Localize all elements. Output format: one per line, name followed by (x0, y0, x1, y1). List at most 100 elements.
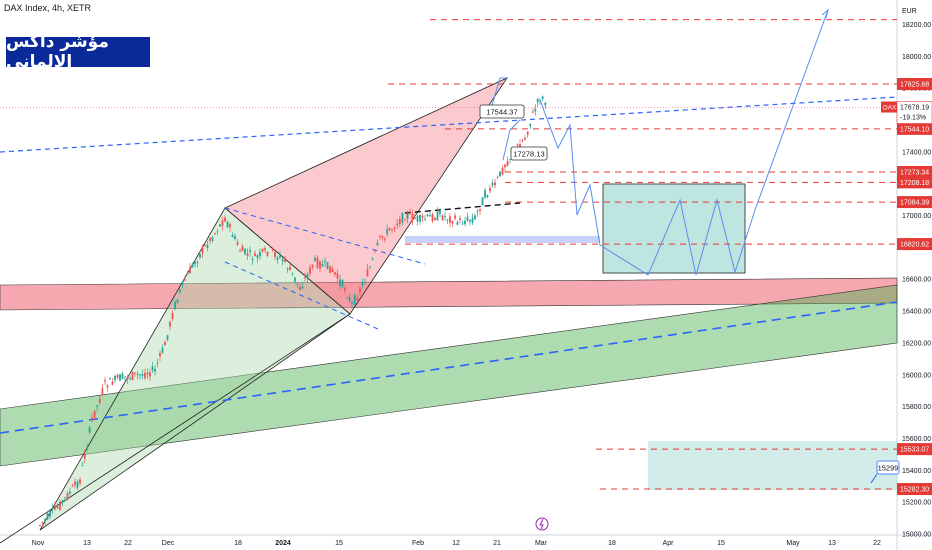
candle-body (264, 248, 266, 251)
candle-body (524, 137, 526, 140)
y-tick-label: 18200.00 (902, 22, 931, 29)
projection-small-leg (502, 119, 521, 161)
candle-body (429, 215, 431, 217)
candle-body (526, 131, 529, 135)
candle-body (71, 485, 74, 487)
candle-body (386, 229, 389, 235)
annotation-box (510, 146, 548, 161)
candle-body (471, 217, 474, 223)
price-axis: EUR 15000.00 15200.00 15400.00 15600.00 15800… (881, 8, 932, 539)
candle-body (366, 268, 369, 277)
candle-body (529, 123, 532, 126)
candle-body (329, 265, 331, 273)
chart-title: مؤشر داكس الالماني (6, 32, 109, 72)
candle-body (119, 374, 121, 381)
candle-body (149, 372, 151, 377)
candle-body (61, 500, 64, 503)
x-tick-label: 22 (124, 540, 132, 547)
candle-body (319, 261, 321, 269)
harmonic-triangle-green (39, 207, 351, 531)
candle-body (404, 219, 406, 221)
candle-body (161, 347, 164, 353)
candle-body (254, 253, 256, 257)
candle-body (409, 212, 411, 214)
level-tag (897, 196, 932, 209)
candle-body (279, 255, 281, 258)
flag-lower-line (224, 261, 379, 330)
candle-body (414, 218, 416, 219)
level-tag-label: 15533.07 (900, 447, 929, 454)
candle-body (351, 302, 353, 304)
level-tag (897, 483, 932, 496)
y-tick-label: 15800.00 (902, 404, 931, 411)
candle-body (106, 385, 109, 388)
candle-body (134, 372, 136, 374)
candle-body (374, 250, 376, 252)
level-tag (897, 78, 932, 91)
x-tick-label: 2024 (275, 540, 291, 547)
candle-body (156, 363, 159, 364)
candle-body (191, 264, 194, 267)
candle-body (311, 264, 314, 268)
candle-body (296, 283, 299, 285)
candle-body (249, 250, 251, 252)
candle-body (214, 233, 216, 234)
level-tag (897, 122, 932, 135)
candle-body (261, 249, 264, 252)
x-tick-label: Mar (535, 540, 548, 547)
level-tag-label: 17544.10 (900, 126, 929, 133)
level-tag-label: 17273.34 (900, 169, 929, 176)
candle-body (184, 279, 186, 281)
chart-title-box: مؤشر داكس الالماني (6, 32, 150, 72)
candle-body (411, 213, 414, 221)
y-tick-label: 15200.00 (902, 500, 931, 507)
candle-body (398, 219, 401, 224)
candle-body (383, 238, 386, 240)
candle-body (456, 221, 459, 225)
candle-body (479, 208, 481, 211)
candle-body (154, 368, 156, 372)
candles (39, 95, 547, 527)
candle-body (356, 298, 359, 300)
candle-body (361, 282, 364, 286)
candle-body (489, 187, 491, 192)
candle-body (201, 247, 204, 254)
candle-body (316, 258, 319, 268)
candle-body (164, 342, 166, 346)
level-tag (897, 165, 932, 178)
candle-body (344, 288, 346, 291)
candle-body (324, 261, 326, 263)
y-tick-label: 16200.00 (902, 340, 931, 347)
y-tick-label: 15000.00 (902, 532, 931, 539)
symbol-header: DAX Index, 4h, XETR (4, 3, 92, 13)
candle-body (141, 374, 144, 376)
candle-body (286, 268, 289, 270)
annotation-box (479, 104, 525, 119)
candle-body (336, 273, 339, 279)
candle-body (426, 214, 429, 217)
candle-body (309, 267, 311, 274)
target-zone-box (648, 441, 897, 490)
candle-body (244, 248, 246, 254)
candle-body (271, 248, 274, 251)
x-tick-label: Apr (663, 540, 675, 547)
candle-body (176, 299, 179, 303)
candle-body (396, 223, 399, 226)
candle-body (376, 243, 379, 246)
candle-body (196, 262, 199, 263)
candle-body (199, 253, 201, 258)
current-price-label: 17678.19 (900, 105, 929, 112)
y-tick-label: 16400.00 (902, 309, 931, 316)
candle-body (166, 335, 169, 340)
candle-body (151, 366, 154, 371)
candle-body (216, 231, 219, 233)
candle-body (124, 376, 126, 378)
candle-body (299, 287, 301, 290)
candle-body (326, 262, 329, 269)
x-tick-label: 13 (83, 540, 91, 547)
candle-body (459, 218, 461, 220)
candle-body (544, 102, 547, 106)
level-tag (897, 176, 932, 189)
candle-body (281, 259, 284, 262)
